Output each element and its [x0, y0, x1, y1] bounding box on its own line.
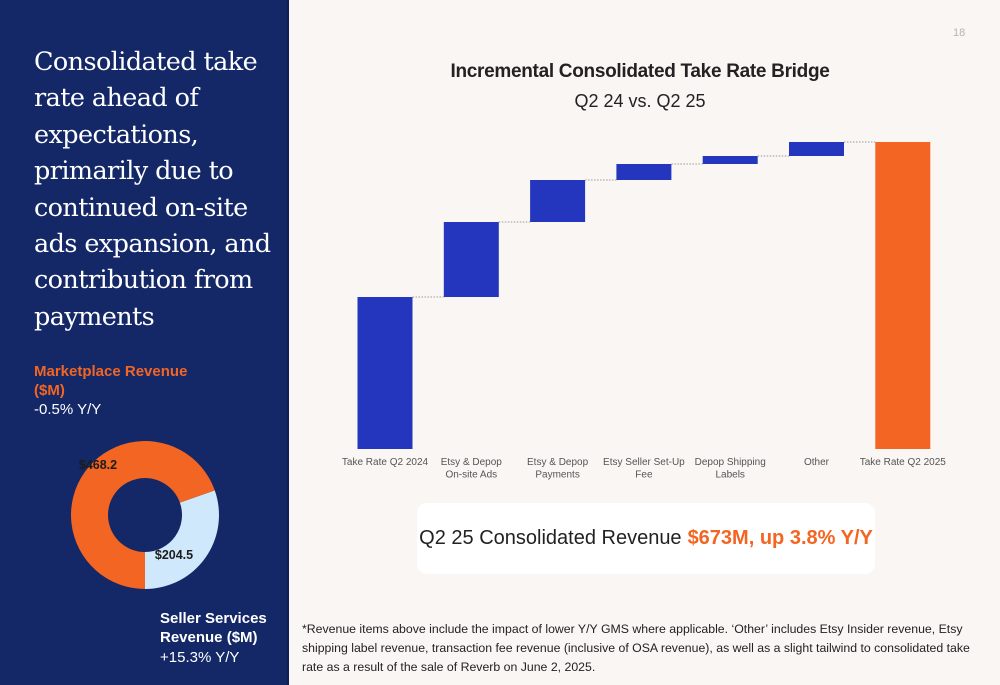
revenue-callout: Q2 25 Consolidated Revenue $673M, up 3.8…	[417, 503, 875, 574]
bar-other	[789, 142, 844, 156]
x-tick-label: Other	[804, 457, 830, 468]
donut-label-seller-services: $204.5	[155, 548, 193, 562]
revenue-donut-chart: $468.2 $204.5	[70, 441, 219, 589]
seller-services-revenue-label: Seller Services Revenue ($M)	[160, 610, 267, 646]
donut-slice-marketplace	[70, 441, 215, 589]
seller-services-revenue-yoy: +15.3% Y/Y	[160, 649, 240, 666]
x-tick-label: Take Rate Q2 2025	[860, 457, 947, 468]
x-tick-label: Etsy Seller Set-Up Fee	[603, 457, 685, 481]
headline: Consolidated take rate ahead of expectat…	[34, 47, 271, 332]
callout-prefix: Q2 25 Consolidated Revenue	[419, 527, 682, 549]
x-tick-label: Depop Shipping Labels	[695, 457, 766, 481]
x-tick-label: Take Rate Q2 2024	[342, 457, 429, 468]
donut-slice-seller-services	[145, 490, 219, 589]
bar-etsy-depop-payments	[530, 180, 586, 222]
callout-highlight: $673M, up 3.8% Y/Y	[687, 527, 873, 549]
bar-take-rate-q2-2024	[357, 297, 413, 449]
take-rate-bridge-chart: Take Rate Q2 2024 Etsy & Depop On-site Ads…	[342, 141, 947, 481]
panel-divider	[287, 0, 289, 685]
bar-etsy-depop-on-site-ads	[443, 222, 499, 297]
marketplace-revenue-yoy: -0.5% Y/Y	[34, 401, 102, 418]
footnote: *Revenue items above include the impact …	[302, 622, 970, 674]
x-tick-label: Etsy & Depop On-site Ads	[441, 457, 503, 481]
bar-depop-shipping-labels	[702, 156, 758, 164]
donut-label-marketplace: $468.2	[79, 458, 117, 472]
x-tick-label: Etsy & Depop Payments	[527, 457, 589, 481]
chart-title: Incremental Consolidated Take Rate Bridg…	[450, 61, 830, 82]
page-number: 18	[953, 27, 966, 39]
bar-etsy-seller-set-up-fee	[616, 164, 672, 180]
chart-subtitle: Q2 24 vs. Q2 25	[574, 91, 706, 111]
marketplace-revenue-label: Marketplace Revenue ($M)	[34, 363, 188, 399]
bar-take-rate-q2-2025	[875, 142, 931, 449]
